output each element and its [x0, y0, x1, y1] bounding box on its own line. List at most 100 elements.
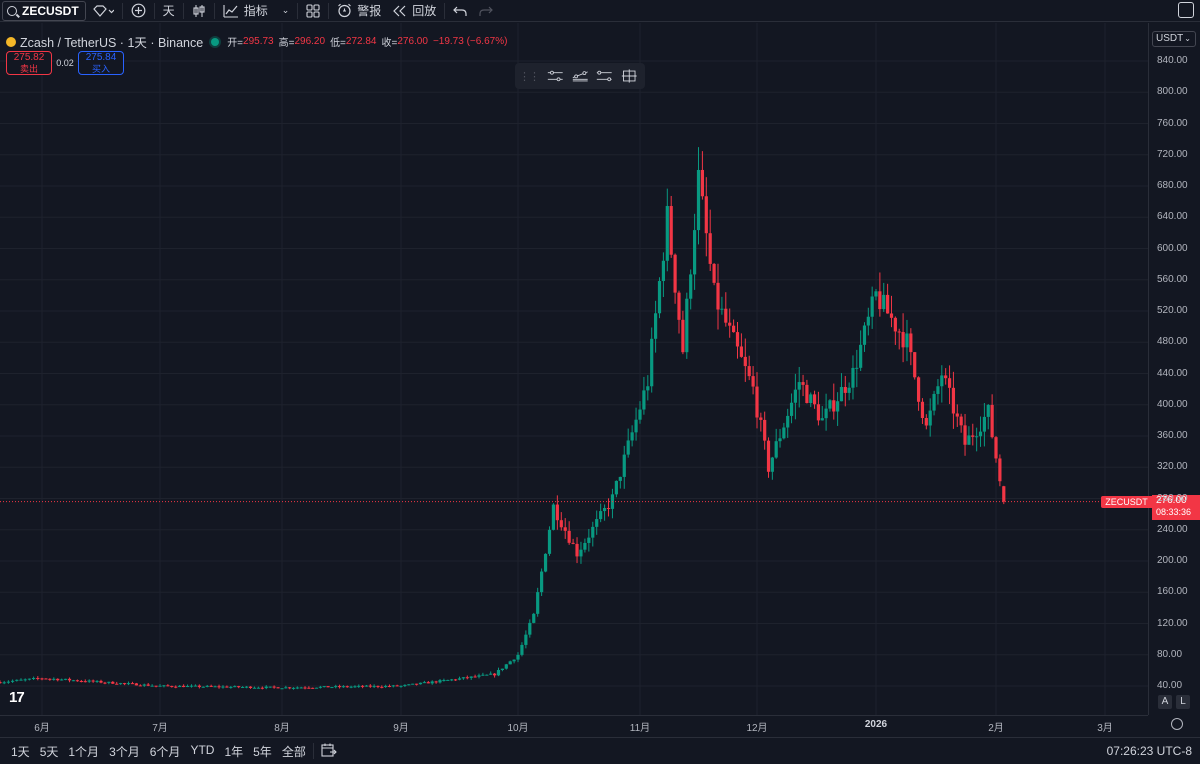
price-axis[interactable] [1148, 23, 1200, 715]
tradingview-logo[interactable]: 17 [9, 689, 25, 706]
horizontal-range-icon[interactable] [596, 68, 613, 84]
candle-body [182, 685, 186, 688]
range-button[interactable]: 1天 [11, 744, 30, 759]
fullscreen-button[interactable] [1178, 2, 1194, 18]
price-chart[interactable] [0, 23, 1148, 715]
candle-body [193, 685, 198, 687]
candle-body [901, 332, 905, 348]
candle-body [583, 542, 587, 550]
candle-body [95, 680, 99, 682]
candle-body [696, 169, 701, 231]
price-tick-label: 160.00 [1157, 586, 1188, 598]
time-tick-label: 9月 [393, 723, 409, 734]
candle-body [291, 687, 296, 689]
currency-selector[interactable]: USDT ⌄ [1152, 31, 1196, 47]
candle-body [146, 684, 150, 686]
undo-button[interactable] [447, 0, 473, 22]
candle-body [403, 684, 407, 686]
compare-symbol-button[interactable] [86, 0, 120, 22]
range-button[interactable]: 3个月 [109, 744, 140, 759]
candle-body [337, 686, 342, 688]
gear-icon[interactable] [1171, 718, 1183, 730]
candle-body [493, 673, 497, 676]
candle-body [256, 687, 260, 689]
candle-body [932, 393, 936, 411]
alert-button[interactable]: 警报 [331, 0, 387, 22]
candle-body [547, 529, 552, 554]
bottom-toolbar: 1天 5天 1个月 3个月 6个月 YTD 1年 5年 全部 07:26:23 UTC-8 [0, 737, 1200, 764]
time-axis[interactable] [0, 715, 1148, 737]
range-button[interactable]: 5天 [39, 744, 59, 759]
candle-body [971, 435, 975, 437]
buy-button[interactable]: 275.84 买入 [78, 51, 124, 75]
indicators-icon [223, 4, 238, 18]
market-open-dot-icon [211, 37, 220, 46]
drag-handle-icon[interactable]: ⋮⋮ [519, 70, 540, 83]
candle-body [889, 313, 894, 318]
candle-body [450, 679, 454, 681]
candle-body [839, 387, 844, 402]
close-value: 276.00 [397, 36, 428, 47]
candle-body [978, 431, 983, 437]
indicators-button[interactable]: 指标 ⌄ [217, 0, 296, 22]
candle-body [782, 427, 786, 439]
sell-label: 卖出 [19, 64, 38, 74]
candle-body [48, 678, 52, 680]
interval-button[interactable]: 天 [162, 4, 175, 18]
candle-body [209, 685, 213, 687]
clock-timezone[interactable]: 07:26:23 UTC-8 [1106, 744, 1192, 758]
candle-body [91, 680, 95, 682]
range-button[interactable]: 1年 [224, 744, 244, 759]
candle-body [44, 678, 48, 680]
add-symbol-button[interactable] [125, 0, 152, 22]
candle-body [201, 686, 205, 688]
crosshair-box-icon[interactable] [621, 68, 638, 84]
open-value: 295.73 [243, 36, 274, 47]
toolbar-divider [444, 2, 446, 19]
indicators-label: 指标 [243, 4, 268, 18]
candle-body [438, 680, 442, 683]
candle-body [893, 317, 897, 332]
alert-label: 警报 [357, 4, 382, 18]
auto-scale-button[interactable]: A [1158, 695, 1172, 709]
range-button[interactable]: YTD [190, 742, 215, 757]
candle-body [916, 377, 921, 402]
range-button[interactable]: 5年 [253, 744, 272, 759]
symbol-search-button[interactable]: ZECUSDT [2, 0, 86, 21]
time-tick-label: 7月 [152, 723, 168, 734]
replay-button[interactable]: 回放 [387, 0, 442, 22]
candle-body [766, 440, 771, 472]
candle-body [618, 476, 622, 481]
candle-body [793, 389, 797, 403]
chart-type-button[interactable] [186, 0, 212, 22]
candle-body [170, 685, 174, 687]
log-scale-button[interactable]: L [1176, 695, 1190, 709]
price-tick-label: 640.00 [1157, 211, 1188, 223]
range-button[interactable]: 全部 [281, 744, 306, 759]
price-tick-label: 680.00 [1157, 180, 1188, 191]
parallel-lines-icon[interactable] [547, 68, 564, 84]
range-button[interactable]: 1个月 [68, 744, 100, 759]
candle-body [599, 511, 603, 520]
candle-body [276, 687, 280, 689]
trend-channel-icon[interactable] [572, 68, 589, 84]
range-button[interactable]: 6个月 [149, 744, 181, 759]
candle-body [959, 416, 963, 426]
candle-body [543, 553, 548, 572]
candle-body [268, 686, 272, 688]
candle-body [571, 542, 575, 544]
candle-body [353, 686, 357, 688]
candle-body [345, 686, 349, 688]
candle-body [606, 508, 611, 510]
legend-title[interactable]: Zcash / TetherUS · 1天 · Binance [20, 36, 204, 50]
candle-body [473, 676, 477, 678]
candle-body [134, 683, 138, 686]
candle-body [154, 685, 158, 687]
redo-button[interactable] [473, 0, 499, 22]
candle-body [399, 685, 403, 687]
goto-date-button[interactable] [316, 743, 342, 760]
layouts-button[interactable] [300, 0, 326, 22]
candle-body [119, 683, 123, 685]
sell-button[interactable]: 275.82 卖出 [6, 51, 52, 75]
candle-body [614, 480, 618, 495]
